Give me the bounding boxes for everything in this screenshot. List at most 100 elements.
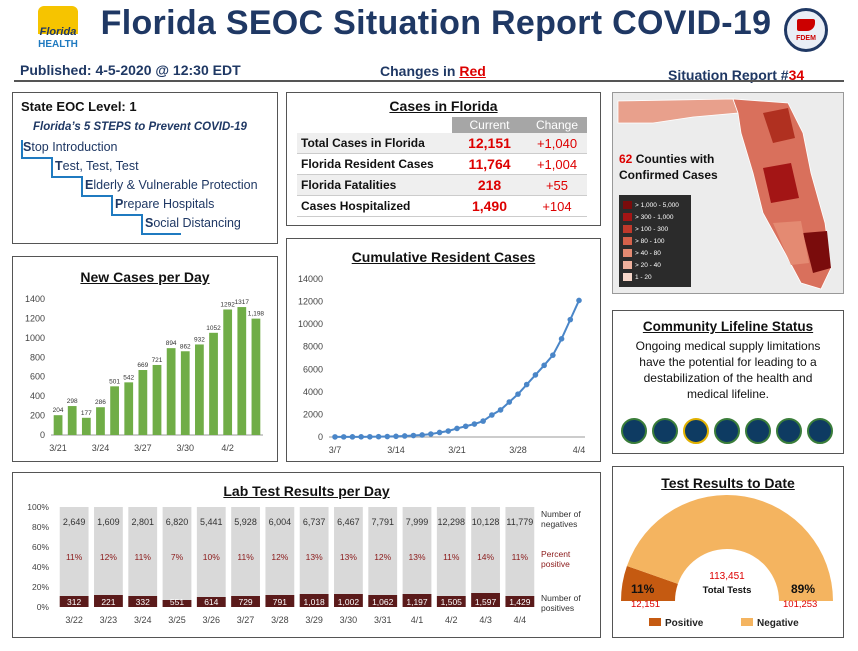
positive-bar	[196, 597, 226, 607]
data-point	[497, 407, 504, 413]
x-tick-label: 4/4	[573, 445, 586, 455]
table-row: Cases Hospitalized 1,490 +104	[297, 195, 587, 217]
percent-positive-label: 14%	[477, 552, 494, 562]
x-tick-label: 3/28	[509, 445, 527, 455]
negatives-label: 7,791	[371, 517, 394, 527]
bar-value-label: 286	[95, 399, 106, 406]
bar	[237, 307, 247, 435]
percent-positive-label: 12%	[374, 552, 391, 562]
data-point	[471, 421, 478, 427]
bar-value-label: 669	[137, 362, 148, 369]
y-tick-label: 0%	[37, 602, 50, 612]
positive-bar	[299, 594, 329, 607]
percent-positive-label: 10%	[203, 552, 220, 562]
percent-positive-label: 11%	[443, 552, 460, 562]
steps-ladder: Stop Introduction Test, Test, Test Elder…	[21, 140, 271, 240]
negative-bar	[162, 507, 192, 607]
y-tick-label: 60%	[32, 542, 49, 552]
negative-bar	[505, 507, 535, 607]
bar	[81, 417, 91, 435]
header-divider	[14, 80, 844, 82]
florida-hotspot-central	[763, 163, 799, 203]
step-5: Social Distancing	[145, 216, 241, 230]
negatives-label: 1,609	[97, 517, 120, 527]
total-tests-label: Total Tests	[703, 585, 752, 596]
y-tick-label: 100%	[27, 502, 49, 512]
logo-text-top: Florida	[39, 26, 77, 38]
legend-swatch	[623, 213, 632, 221]
negatives-label: 2,801	[131, 517, 154, 527]
positive-bar	[59, 596, 89, 607]
legend-item: 1 - 20	[623, 271, 687, 283]
x-tick-label: 3/27	[237, 615, 255, 625]
percent-positive-label: 13%	[306, 552, 323, 562]
florida-shape-icon	[797, 19, 815, 31]
legend-swatch	[623, 273, 632, 281]
percent-positive-label: 12%	[100, 552, 117, 562]
food-water-shelter-icon	[652, 418, 678, 444]
y-tick-label: 0	[40, 430, 45, 440]
legend-label: > 80 - 100	[635, 237, 665, 245]
positives-label: 1,429	[509, 597, 531, 607]
y-tick-label: 6000	[303, 364, 323, 374]
data-point	[532, 372, 539, 378]
data-point	[410, 432, 417, 439]
x-tick-label: 4/2	[221, 443, 234, 453]
legend-swatch-positive	[649, 618, 661, 626]
data-point	[419, 432, 425, 438]
data-point	[576, 297, 582, 304]
y-tick-label: 4000	[303, 387, 323, 397]
negatives-label: 5,441	[200, 517, 223, 527]
data-point	[367, 433, 373, 440]
lab-tests-panel: Lab Test Results per Day 0% 20% 40% 60% 80% 1…	[12, 472, 601, 638]
bar-value-label: 1,198	[248, 311, 265, 318]
positives-label: 1,018	[304, 597, 326, 607]
negative-bar	[59, 507, 89, 607]
situation-report-number: Situation Report #34	[668, 67, 805, 83]
florida-hotspot-south	[803, 231, 831, 273]
percent-positive-label: 13%	[340, 552, 357, 562]
positive-bar	[402, 594, 432, 607]
negatives-label: 5,928	[234, 517, 257, 527]
legend-item: > 1,000 - 5,000	[623, 199, 687, 211]
new-cases-title: New Cases per Day	[80, 269, 210, 285]
data-point	[567, 316, 574, 323]
negatives-label: 6,820	[166, 517, 189, 527]
y-tick-label: 14000	[298, 274, 323, 284]
negative-bar	[94, 507, 123, 607]
legend-label: > 40 - 80	[635, 249, 661, 257]
x-tick-label: 3/24	[134, 615, 152, 625]
florida-health-logo: Florida HEALTH	[34, 6, 82, 56]
positives-label: 332	[136, 597, 150, 607]
percent-positive-label: 13%	[408, 552, 425, 562]
counties-number: 62	[619, 152, 633, 166]
negative-pct-label: 89%	[791, 582, 815, 596]
data-point	[489, 412, 495, 418]
bar	[180, 351, 190, 435]
positives-label: 1,002	[338, 597, 360, 607]
data-point	[358, 434, 364, 440]
col-change: Change	[527, 117, 587, 133]
map-legend: > 1,000 - 5,000 > 300 - 1,000 > 100 - 300 >…	[619, 195, 691, 287]
positives-label: 551	[170, 597, 184, 607]
bar-value-label: 1317	[235, 299, 250, 306]
legend-item: > 40 - 80	[623, 247, 687, 259]
negative-bar	[231, 507, 260, 607]
data-point	[515, 391, 521, 397]
bar	[96, 407, 105, 435]
test-results-panel: Test Results to Date 113,451 Total Tests 1…	[612, 466, 844, 638]
positive-bar	[231, 596, 260, 607]
gauge-slice	[626, 495, 833, 601]
negative-bar	[471, 507, 500, 607]
communications-icon	[745, 418, 771, 444]
negative-bar	[368, 507, 398, 607]
positive-bar	[265, 595, 295, 607]
step-2: Test, Test, Test	[55, 159, 139, 173]
x-tick-label: 3/21	[448, 445, 466, 455]
cases-panel: Cases in Florida Current Change Total Ca…	[286, 92, 601, 226]
florida-southwest	[773, 221, 809, 265]
x-tick-label: 3/30	[340, 615, 358, 625]
y-tick-label: 1000	[25, 333, 45, 343]
positive-bar	[471, 593, 500, 607]
